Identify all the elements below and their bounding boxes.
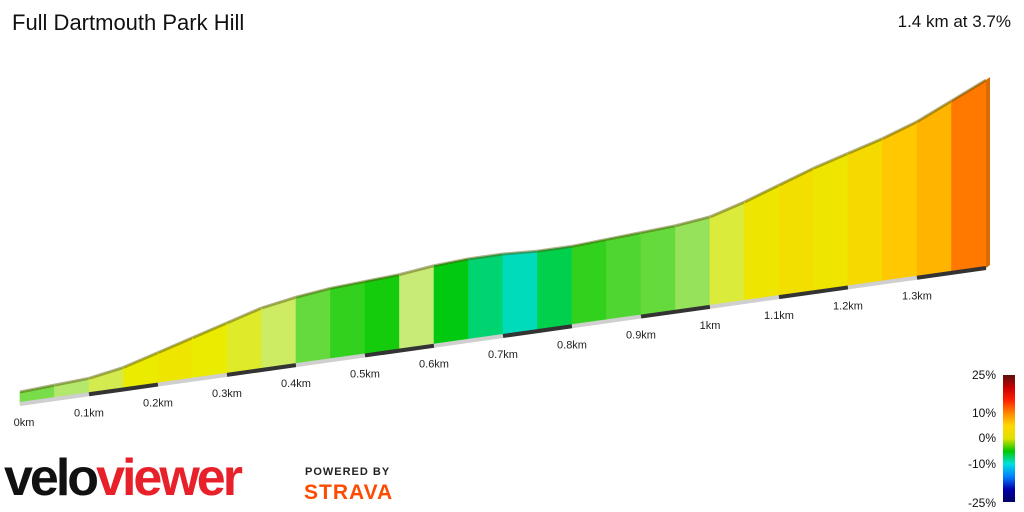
gradient-segment — [571, 239, 607, 327]
profile-top-edge — [19, 383, 55, 394]
profile-top-edge — [295, 286, 331, 299]
x-tick-label: 1.3km — [902, 291, 932, 303]
veloviewer-logo: veloviewer — [4, 448, 243, 507]
baseline-stripe — [364, 343, 435, 358]
profile-top-edge — [743, 183, 780, 204]
profile-top-edge — [122, 351, 159, 369]
gradient-segment — [778, 167, 814, 298]
legend-label-neg10: -10% — [967, 457, 996, 471]
gradient-segment — [606, 232, 642, 322]
x-tick-label: 0.7km — [488, 349, 518, 361]
x-tick-label: 0.1km — [74, 407, 104, 419]
profile-top-edge — [433, 257, 469, 268]
gradient-legend: 25% 10% 0% -10% -25% — [960, 366, 1024, 512]
gradient-segment — [640, 225, 676, 317]
baseline-stripe — [226, 363, 297, 377]
baseline-stripe — [778, 285, 849, 300]
gradient-segment — [882, 121, 918, 283]
profile-top-edge — [675, 215, 711, 228]
profile-top-edge — [606, 231, 642, 241]
legend-label-neg25: -25% — [967, 496, 996, 510]
gradient-segment — [399, 265, 435, 351]
gradient-segment — [502, 250, 538, 337]
powered-by-text: POWERED BY — [305, 466, 391, 478]
profile-top-edge — [847, 137, 884, 155]
gradient-segment — [537, 245, 573, 332]
gradient-segment — [951, 79, 987, 274]
profile-top-edge — [916, 99, 953, 123]
profile-top-edge — [330, 279, 366, 290]
elevation-profile: 0km 0.1km 0.2km 0.3km 0.4km 0.5km 0.6km 0.7km 0.… — [14, 77, 990, 429]
gradient-segment — [916, 100, 952, 279]
x-tick-label: 0.3km — [212, 388, 242, 400]
profile-top-edge — [226, 306, 263, 325]
gradient-segment — [226, 307, 262, 376]
x-tick-label: 0.5km — [350, 368, 380, 380]
x-tick-label: 0km — [14, 417, 35, 429]
profile-top-edge — [778, 166, 815, 187]
profile-top-edge — [88, 365, 124, 380]
profile-top-edge — [950, 78, 987, 103]
profile-top-edge — [502, 249, 538, 256]
gradient-segment — [295, 287, 331, 366]
x-tick-label: 1.1km — [764, 310, 794, 322]
profile-top-edge — [399, 264, 435, 277]
gradient-segment — [468, 253, 504, 342]
baseline-stripe — [640, 304, 711, 319]
profile-top-edge — [364, 273, 400, 283]
logo-velo-text: velo — [4, 449, 99, 507]
gradient-segment — [813, 152, 849, 293]
profile-top-edge — [468, 252, 504, 261]
x-tick-label: 1.2km — [833, 300, 863, 312]
baseline-stripe — [571, 314, 642, 329]
baseline-stripe — [157, 372, 228, 387]
profile-top-edge — [709, 200, 746, 219]
profile-top-edge — [537, 244, 573, 253]
climb-summary: 1.4 km at 3.7% — [897, 12, 1011, 31]
gradient-segment — [847, 138, 883, 288]
x-tick-label: 0.6km — [419, 359, 449, 371]
profile-top-edge — [881, 120, 918, 140]
chart-title: Full Dartmouth Park Hill — [12, 10, 245, 35]
baseline-stripe — [502, 324, 573, 338]
baseline-stripe — [916, 266, 987, 280]
gradient-segment — [330, 281, 366, 361]
gradient-segment — [709, 201, 745, 308]
profile-top-edge — [812, 152, 849, 170]
logo-viewer-text: viewer — [96, 449, 243, 507]
x-tick-label: 0.4km — [281, 378, 311, 390]
legend-label-25: 25% — [971, 368, 996, 382]
legend-label-0: 0% — [978, 431, 996, 445]
x-tick-label: 0.2km — [143, 398, 173, 410]
profile-end-cap — [986, 77, 990, 268]
gradient-segment — [675, 216, 711, 313]
gradient-segment — [364, 274, 400, 356]
x-tick-label: 1km — [700, 320, 721, 332]
gradient-segment — [433, 258, 469, 347]
profile-top-edge — [640, 224, 676, 235]
gradient-segment — [744, 184, 780, 303]
profile-top-edge — [261, 295, 297, 310]
x-tick-label: 0.9km — [626, 330, 656, 342]
legend-label-10: 10% — [971, 406, 996, 420]
baseline-stripe — [19, 392, 90, 406]
baseline-stripe — [88, 382, 159, 397]
baseline-stripe — [847, 275, 918, 290]
x-tick-label: 0.8km — [557, 339, 587, 351]
legend-color-bar — [1003, 375, 1015, 502]
profile-top-edge — [54, 376, 90, 387]
strava-logo: STRAVA — [304, 481, 394, 504]
profile-top-edge — [157, 336, 194, 354]
profile-top-edge — [191, 321, 228, 340]
baseline-stripe — [295, 353, 366, 368]
baseline-stripe — [709, 295, 780, 309]
gradient-segment — [261, 296, 297, 371]
baseline-stripe — [433, 334, 504, 348]
profile-top-edge — [571, 237, 607, 248]
